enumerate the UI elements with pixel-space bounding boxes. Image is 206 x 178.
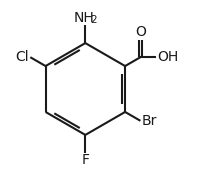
Text: OH: OH [157,50,178,64]
Text: NH: NH [74,11,95,25]
Text: O: O [135,25,146,39]
Text: Br: Br [142,114,157,128]
Text: 2: 2 [90,15,97,25]
Text: F: F [81,153,89,167]
Text: Cl: Cl [16,50,29,64]
